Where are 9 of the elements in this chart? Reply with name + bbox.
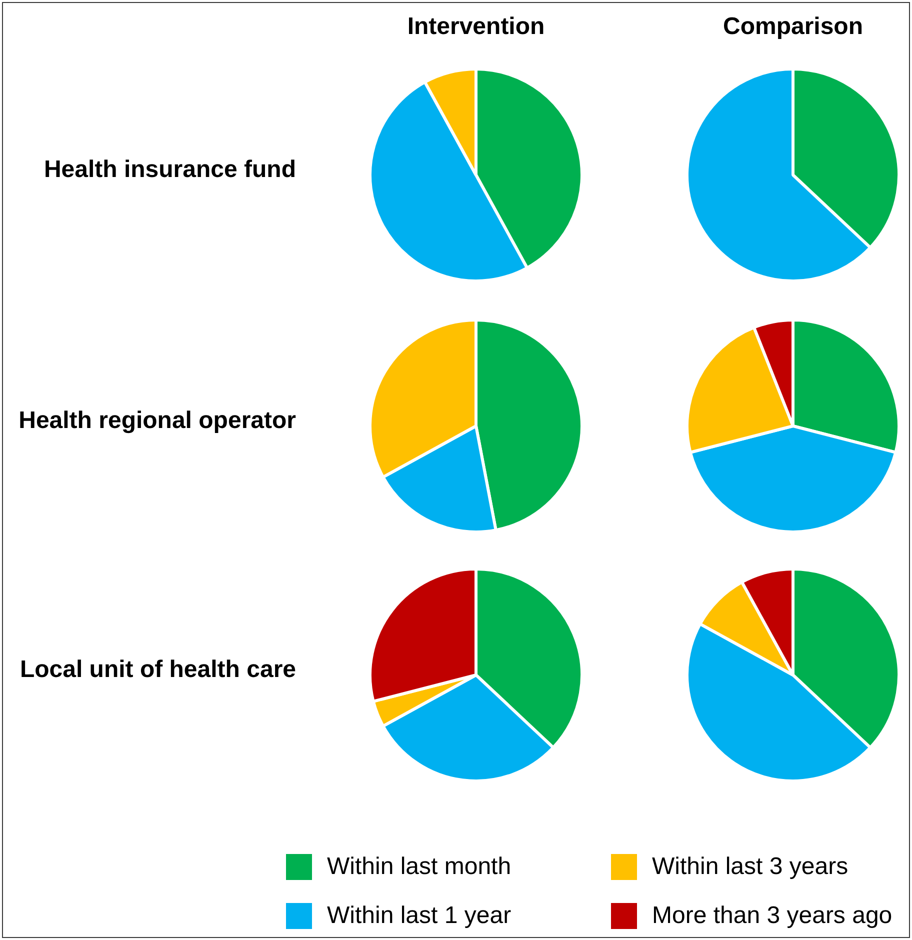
text: Local unit of health care (18, 656, 296, 684)
text: Health insurance fund (42, 156, 296, 184)
legend-label: Within last 1 year (327, 902, 512, 930)
chart-title: Intervention (406, 13, 546, 41)
legend-label: Within last month (327, 853, 512, 881)
legend-label: Within last 3 years (652, 853, 848, 881)
chart-title: Comparison (722, 13, 864, 41)
legend-label: More than 3 years ago (652, 902, 892, 930)
text: Health regional operator (18, 407, 296, 435)
